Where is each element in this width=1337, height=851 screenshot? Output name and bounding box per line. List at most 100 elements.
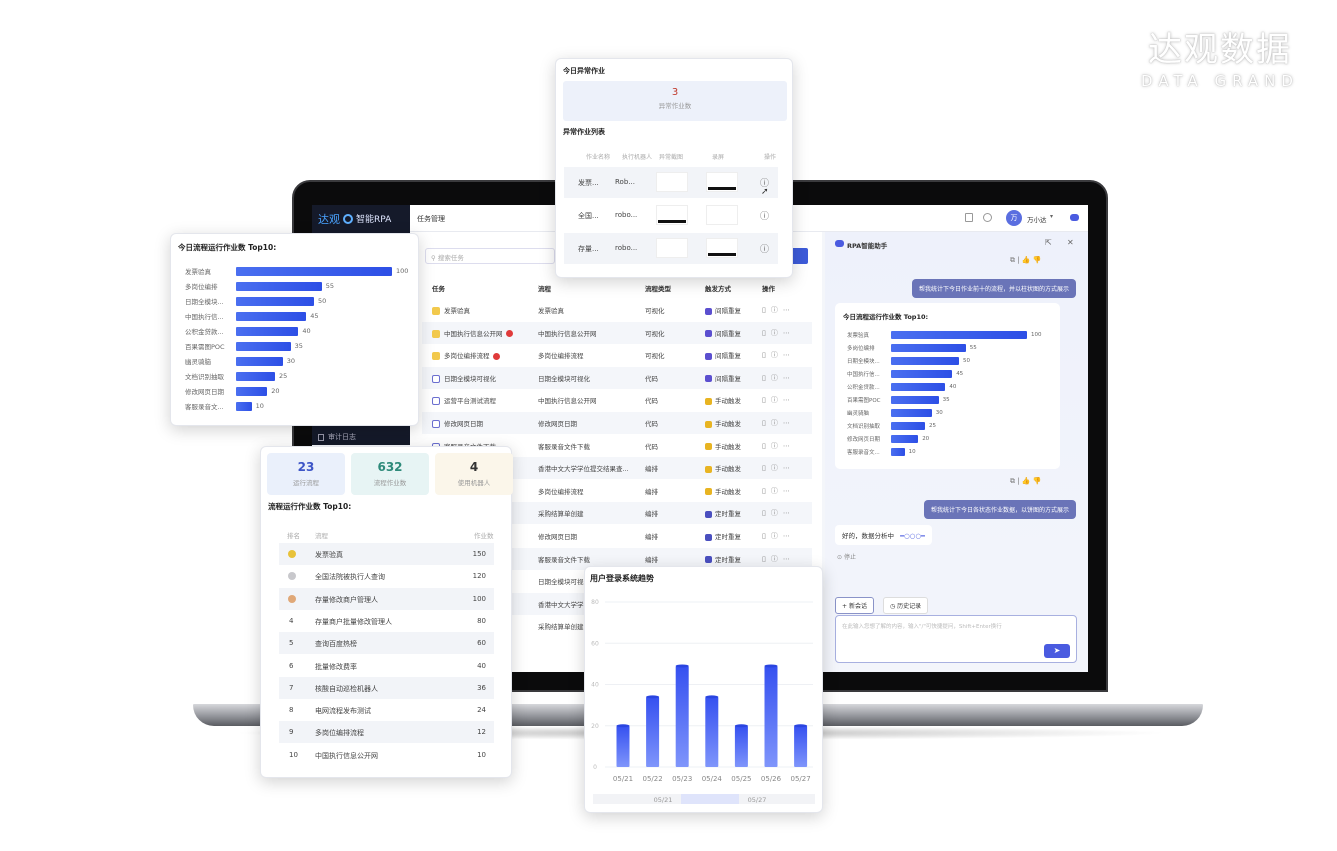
chat-input[interactable]: 在此输入您想了解的内容，输入"/"可快捷提问，Shift+Enter换行 ➤ bbox=[835, 615, 1077, 663]
screenshot-thumbnail[interactable] bbox=[656, 172, 688, 192]
log-icon[interactable]: ▯ bbox=[762, 554, 771, 563]
recording-thumbnail[interactable] bbox=[706, 238, 738, 258]
row-actions: ▯ⓘ⋯ bbox=[762, 486, 795, 496]
flow-cell: 香港中文大学学位提交结果查... bbox=[538, 465, 629, 474]
chevron-down-icon[interactable]: ▾ bbox=[1050, 213, 1054, 220]
table-row[interactable]: 修改网页日期 修改网页日期 代码 手动触发 ▯ⓘ⋯ bbox=[422, 412, 812, 434]
more-icon[interactable]: ⋯ bbox=[782, 373, 795, 382]
task-cell[interactable]: 日期全模块可视化 bbox=[432, 373, 496, 383]
info-icon[interactable]: ⓘ bbox=[770, 509, 783, 518]
search-input[interactable]: ⚲ 搜索任务 bbox=[425, 248, 555, 264]
table-row[interactable]: 多岗位编排流程 多岗位编排流程 可视化 间隔重复 ▯ⓘ⋯ bbox=[422, 344, 812, 366]
rank-row[interactable]: 5 查询百度热榜 60 bbox=[279, 632, 494, 655]
table-row[interactable]: 中国执行信息公开网 中国执行信息公开网 可视化 间隔重复 ▯ⓘ⋯ bbox=[422, 321, 812, 344]
log-icon[interactable]: ▯ bbox=[762, 419, 771, 427]
more-icon[interactable]: ⋯ bbox=[782, 328, 795, 337]
task-cell[interactable]: 多岗位编排流程 bbox=[432, 350, 500, 361]
info-icon[interactable]: ⓘ bbox=[770, 554, 783, 563]
info-icon[interactable]: ⓘ bbox=[770, 351, 783, 360]
more-icon[interactable]: ⋯ bbox=[782, 419, 795, 427]
screenshot-thumbnail[interactable] bbox=[656, 238, 688, 258]
user-name[interactable]: 万小达 bbox=[1027, 216, 1047, 224]
new-session-button[interactable]: + 新会话 bbox=[835, 597, 874, 614]
info-icon[interactable]: ⓘ bbox=[770, 373, 783, 382]
feedback-icons[interactable]: ⧉ | 👍 👎 bbox=[1010, 477, 1042, 485]
info-icon[interactable]: ⓘ bbox=[770, 396, 783, 405]
help-icon[interactable] bbox=[983, 213, 992, 222]
log-icon[interactable]: ▯ bbox=[762, 486, 771, 495]
rank-count: 80 bbox=[477, 616, 486, 625]
rank-row[interactable]: 10 中国执行信息公开网 10 bbox=[279, 744, 494, 766]
stop-button[interactable]: ⊙ 停止 bbox=[837, 554, 856, 561]
trigger-icon bbox=[705, 375, 712, 383]
avatar[interactable]: 万 bbox=[1006, 210, 1022, 226]
more-icon[interactable]: ⋯ bbox=[782, 509, 795, 518]
assistant-title: RPA智能助手 bbox=[847, 242, 888, 250]
task-cell[interactable]: 中国执行信息公开网 bbox=[432, 328, 513, 338]
log-icon[interactable]: ▯ bbox=[762, 509, 771, 518]
rank-row[interactable]: 4 存量商户批量修改管理人 80 bbox=[279, 610, 494, 632]
info-icon[interactable]: ⓘ bbox=[760, 179, 770, 189]
table-row[interactable]: 日期全模块可视化 日期全模块可视化 代码 间隔重复 ▯ⓘ⋯ bbox=[422, 366, 812, 389]
log-icon[interactable]: ▯ bbox=[762, 532, 771, 540]
task-type-icon bbox=[432, 352, 440, 361]
rank-row[interactable]: 9 多岗位编排流程 12 bbox=[279, 721, 494, 744]
close-icon[interactable]: ✕ bbox=[1067, 238, 1074, 247]
sidebar-item-audit-log[interactable]: 审计日志 bbox=[318, 432, 356, 442]
log-icon[interactable]: ▯ bbox=[762, 373, 771, 382]
info-icon[interactable]: ⓘ bbox=[770, 306, 783, 314]
info-icon[interactable]: ⓘ bbox=[770, 464, 783, 473]
more-icon[interactable]: ⋯ bbox=[782, 396, 795, 405]
task-cell[interactable]: 运营平台测试流程 bbox=[432, 395, 496, 406]
screenshot-thumbnail[interactable] bbox=[656, 205, 688, 225]
info-icon[interactable]: ⓘ bbox=[770, 532, 783, 540]
more-icon[interactable]: ⋯ bbox=[782, 351, 795, 360]
bar-value: 55 bbox=[325, 282, 335, 290]
task-cell[interactable]: 修改网页日期 bbox=[432, 418, 483, 428]
new-task-button[interactable] bbox=[790, 248, 808, 264]
log-icon[interactable]: ▯ bbox=[762, 441, 771, 450]
rank-row[interactable]: 6 批量修改费率 40 bbox=[279, 655, 494, 677]
abnormal-row[interactable]: 全国... robo... ⓘ bbox=[564, 200, 778, 231]
rank-row[interactable]: 全国法院被执行人查询 120 bbox=[279, 565, 494, 587]
log-icon[interactable]: ▯ bbox=[762, 306, 771, 314]
more-icon[interactable]: ⋯ bbox=[782, 441, 795, 450]
send-button[interactable]: ➤ bbox=[1044, 644, 1070, 658]
recording-thumbnail[interactable] bbox=[706, 172, 738, 192]
popout-icon[interactable]: ⇱ bbox=[1045, 238, 1052, 247]
info-icon[interactable]: ⓘ bbox=[770, 419, 783, 427]
bar-value: 20 bbox=[922, 436, 930, 442]
bar-label: 幽灵骑脑 bbox=[847, 411, 870, 417]
more-icon[interactable]: ⋯ bbox=[782, 532, 795, 540]
log-icon[interactable]: ▯ bbox=[762, 328, 771, 337]
rank-row[interactable]: 发票验真 150 bbox=[279, 543, 494, 565]
task-cell[interactable]: 发票验真 bbox=[432, 305, 470, 315]
rank-row[interactable]: 7 核酸自动巡检机器人 36 bbox=[279, 676, 494, 699]
rank-row[interactable]: 存量修改商户管理人 100 bbox=[279, 587, 494, 610]
info-icon[interactable]: ⓘ bbox=[770, 328, 783, 337]
log-icon[interactable]: ▯ bbox=[762, 351, 771, 360]
more-icon[interactable]: ⋯ bbox=[782, 306, 795, 314]
more-icon[interactable]: ⋯ bbox=[782, 464, 795, 473]
log-icon[interactable]: ▯ bbox=[762, 396, 771, 405]
table-row[interactable]: 客服录音文件下载 编排 定时重复 ▯ⓘ⋯ bbox=[422, 547, 812, 570]
rank-row[interactable]: 8 电网流程发布测试 24 bbox=[279, 699, 494, 721]
abnormal-row[interactable]: 发票... Rob... ⓘ bbox=[564, 167, 778, 198]
more-icon[interactable]: ⋯ bbox=[782, 554, 795, 563]
table-row[interactable]: 运营平台测试流程 中国执行信息公开网 代码 手动触发 ▯ⓘ⋯ bbox=[422, 389, 812, 411]
info-icon[interactable]: ⓘ bbox=[760, 245, 770, 255]
abnormal-row[interactable]: 存量... robo... ⓘ bbox=[564, 233, 778, 264]
recording-thumbnail[interactable] bbox=[706, 205, 738, 225]
table-row[interactable]: 发票验真 发票验真 可视化 间隔重复 ▯ⓘ⋯ bbox=[422, 299, 812, 321]
info-icon[interactable]: ⓘ bbox=[770, 486, 783, 495]
feedback-icons[interactable]: ⧉ | 👍 👎 bbox=[1010, 256, 1042, 264]
x-tick-label: 05/21 bbox=[613, 775, 633, 783]
info-icon[interactable]: ⓘ bbox=[760, 212, 770, 222]
flow-cell: 多岗位编排流程 bbox=[538, 352, 584, 361]
history-button[interactable]: ◷ 历史记录 bbox=[883, 597, 929, 614]
log-icon[interactable]: ▯ bbox=[762, 464, 771, 473]
robot-icon[interactable] bbox=[1070, 214, 1079, 221]
more-icon[interactable]: ⋯ bbox=[782, 486, 795, 495]
document-icon[interactable] bbox=[965, 213, 973, 222]
info-icon[interactable]: ⓘ bbox=[770, 441, 783, 450]
